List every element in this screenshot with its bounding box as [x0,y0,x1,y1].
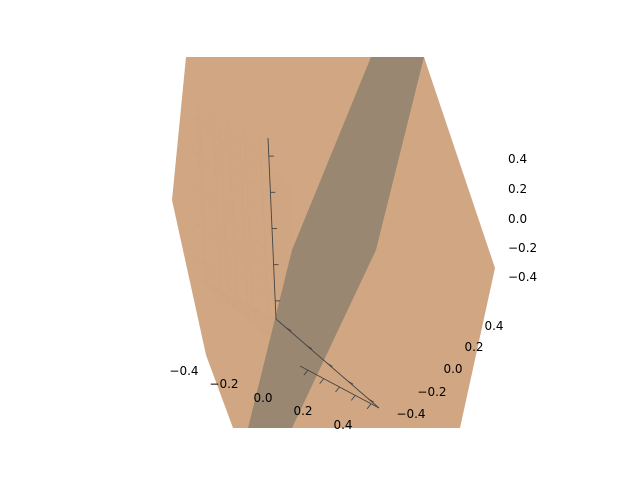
tick-mark [366,403,372,410]
x-tick-label: −0.4 [169,364,198,378]
tick-mark [335,386,340,393]
tick-mark [286,327,292,332]
y-tick-label: 0.4 [484,319,503,333]
band-surface [248,57,424,428]
tick-mark [347,380,354,385]
z-tick-label: 0.4 [508,152,527,166]
tick-mark [319,378,325,384]
x-tick-label: 0.0 [253,391,272,405]
tick-marks [268,155,374,410]
surfaces [172,57,495,428]
tick-mark [368,398,374,403]
tick-mark [306,345,313,350]
y-tick-label: 0.2 [464,340,483,354]
z-tick-label: −0.2 [508,241,537,255]
x-tick-label: 0.4 [333,418,352,432]
tick-mark [303,369,309,376]
y-tick-label: −0.4 [396,407,425,421]
y-tick-label: −0.2 [417,385,446,399]
x-tick-label: −0.2 [209,377,238,391]
tick-mark [350,395,356,401]
z-tick-label: 0.0 [508,212,527,226]
tick-labels: −0.4 −0.2 0.0 0.2 0.4 −0.4 −0.2 0.0 0.2 … [169,152,537,432]
z-tick-label: −0.4 [508,270,537,284]
z-tick-label: 0.2 [508,182,527,196]
y-tick-label: 0.0 [443,362,462,376]
x-tick-label: 0.2 [293,404,312,418]
tick-mark [327,363,333,367]
